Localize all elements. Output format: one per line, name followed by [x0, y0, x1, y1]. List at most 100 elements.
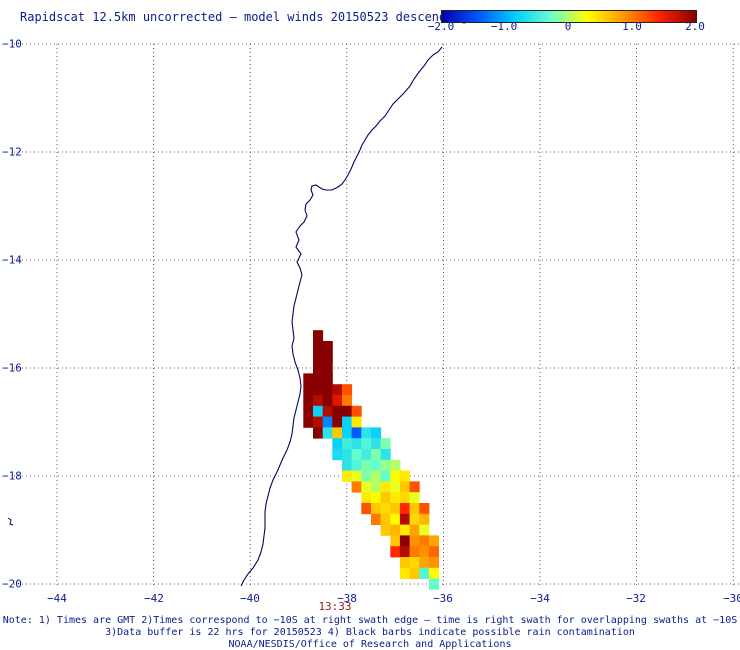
- lat-tick-label: −10: [2, 37, 22, 51]
- wind-cell: [361, 481, 372, 493]
- wind-cell: [322, 416, 333, 428]
- wind-cell: [351, 438, 362, 450]
- wind-cell: [399, 481, 410, 493]
- wind-cell: [351, 449, 362, 461]
- wind-cell: [371, 459, 382, 471]
- wind-cell: [351, 427, 362, 439]
- wind-cell: [419, 535, 430, 547]
- wind-cell: [428, 557, 439, 569]
- wind-cell: [380, 438, 391, 450]
- wind-cell: [380, 503, 391, 515]
- wind-cell: [313, 395, 324, 407]
- wind-cell: [419, 567, 430, 579]
- lon-tick-label: −42: [144, 592, 164, 605]
- wind-cell: [342, 384, 353, 396]
- wind-cell: [322, 384, 333, 396]
- coastline: [240, 46, 443, 587]
- wind-cell: [428, 535, 439, 547]
- wind-cell: [380, 524, 391, 536]
- wind-cell: [313, 362, 324, 374]
- wind-cell: [409, 481, 420, 493]
- island-outline: [7, 517, 14, 526]
- lat-tick-label: −18: [2, 469, 22, 483]
- wind-cell: [342, 438, 353, 450]
- wind-cell: [342, 395, 353, 407]
- wind-cell: [399, 470, 410, 482]
- wind-cell: [361, 459, 372, 471]
- wind-cell: [399, 513, 410, 525]
- wind-cell: [409, 567, 420, 579]
- wind-cell: [390, 492, 401, 504]
- colorbar-label: 1.0: [622, 20, 642, 33]
- colorbar-label: 2.0: [685, 20, 705, 33]
- wind-cell: [390, 470, 401, 482]
- wind-cell: [390, 503, 401, 515]
- wind-cell: [322, 362, 333, 374]
- wind-cell: [342, 427, 353, 439]
- wind-cell: [361, 427, 372, 439]
- wind-cell: [409, 535, 420, 547]
- wind-cell: [419, 546, 430, 558]
- wind-cell: [371, 492, 382, 504]
- wind-difference-cells: [303, 330, 439, 590]
- lon-tick-label: −44: [47, 592, 67, 605]
- colorbar-label: 0: [564, 20, 572, 33]
- lat-tick-label: −16: [2, 361, 22, 375]
- wind-cell: [342, 405, 353, 417]
- wind-cell: [332, 449, 343, 461]
- wind-cell: [419, 513, 430, 525]
- wind-cell: [371, 470, 382, 482]
- wind-cell: [399, 546, 410, 558]
- wind-cell: [322, 373, 333, 385]
- wind-cell: [399, 503, 410, 515]
- wind-cell: [371, 449, 382, 461]
- wind-cell: [313, 341, 324, 353]
- wind-cell: [419, 524, 430, 536]
- wind-cell: [361, 503, 372, 515]
- wind-cell: [361, 470, 372, 482]
- lat-tick-label: −14: [2, 253, 22, 267]
- wind-cell: [313, 373, 324, 385]
- wind-cell: [313, 330, 324, 342]
- footnote-credit: NOAA/NESDIS/Office of Research and Appli…: [228, 639, 512, 650]
- wind-cell: [399, 524, 410, 536]
- wind-cell: [342, 470, 353, 482]
- wind-cell: [342, 459, 353, 471]
- wind-cell: [361, 449, 372, 461]
- wind-cell: [361, 438, 372, 450]
- wind-cell: [380, 459, 391, 471]
- wind-cell: [380, 449, 391, 461]
- colorbar: [441, 10, 697, 23]
- wind-cell: [313, 351, 324, 363]
- wind-cell: [322, 341, 333, 353]
- wind-cell: [390, 546, 401, 558]
- wind-cell: [419, 503, 430, 515]
- wind-cell: [303, 416, 314, 428]
- footnote-line-1: Note: 1) Times are GMT 2)Times correspon…: [2, 615, 738, 626]
- wind-cell: [351, 470, 362, 482]
- wind-cell: [313, 427, 324, 439]
- wind-cell: [380, 470, 391, 482]
- lat-tick-label: −12: [2, 145, 22, 159]
- wind-cell: [380, 492, 391, 504]
- wind-cell: [351, 459, 362, 471]
- wind-cell: [332, 384, 343, 396]
- wind-cell: [332, 416, 343, 428]
- wind-cell: [342, 416, 353, 428]
- lon-tick-label: −32: [626, 592, 646, 605]
- wind-cell: [332, 438, 343, 450]
- wind-cell: [380, 513, 391, 525]
- wind-cell: [332, 427, 343, 439]
- wind-cell: [303, 395, 314, 407]
- wind-cell: [313, 416, 324, 428]
- wind-cell: [390, 513, 401, 525]
- wind-cell: [371, 513, 382, 525]
- lon-tick-label: −38: [337, 592, 357, 605]
- wind-cell: [428, 546, 439, 558]
- wind-cell: [371, 438, 382, 450]
- wind-cell: [361, 492, 372, 504]
- wind-cell: [419, 557, 430, 569]
- wind-cell: [409, 524, 420, 536]
- lon-tick-label: −36: [433, 592, 453, 605]
